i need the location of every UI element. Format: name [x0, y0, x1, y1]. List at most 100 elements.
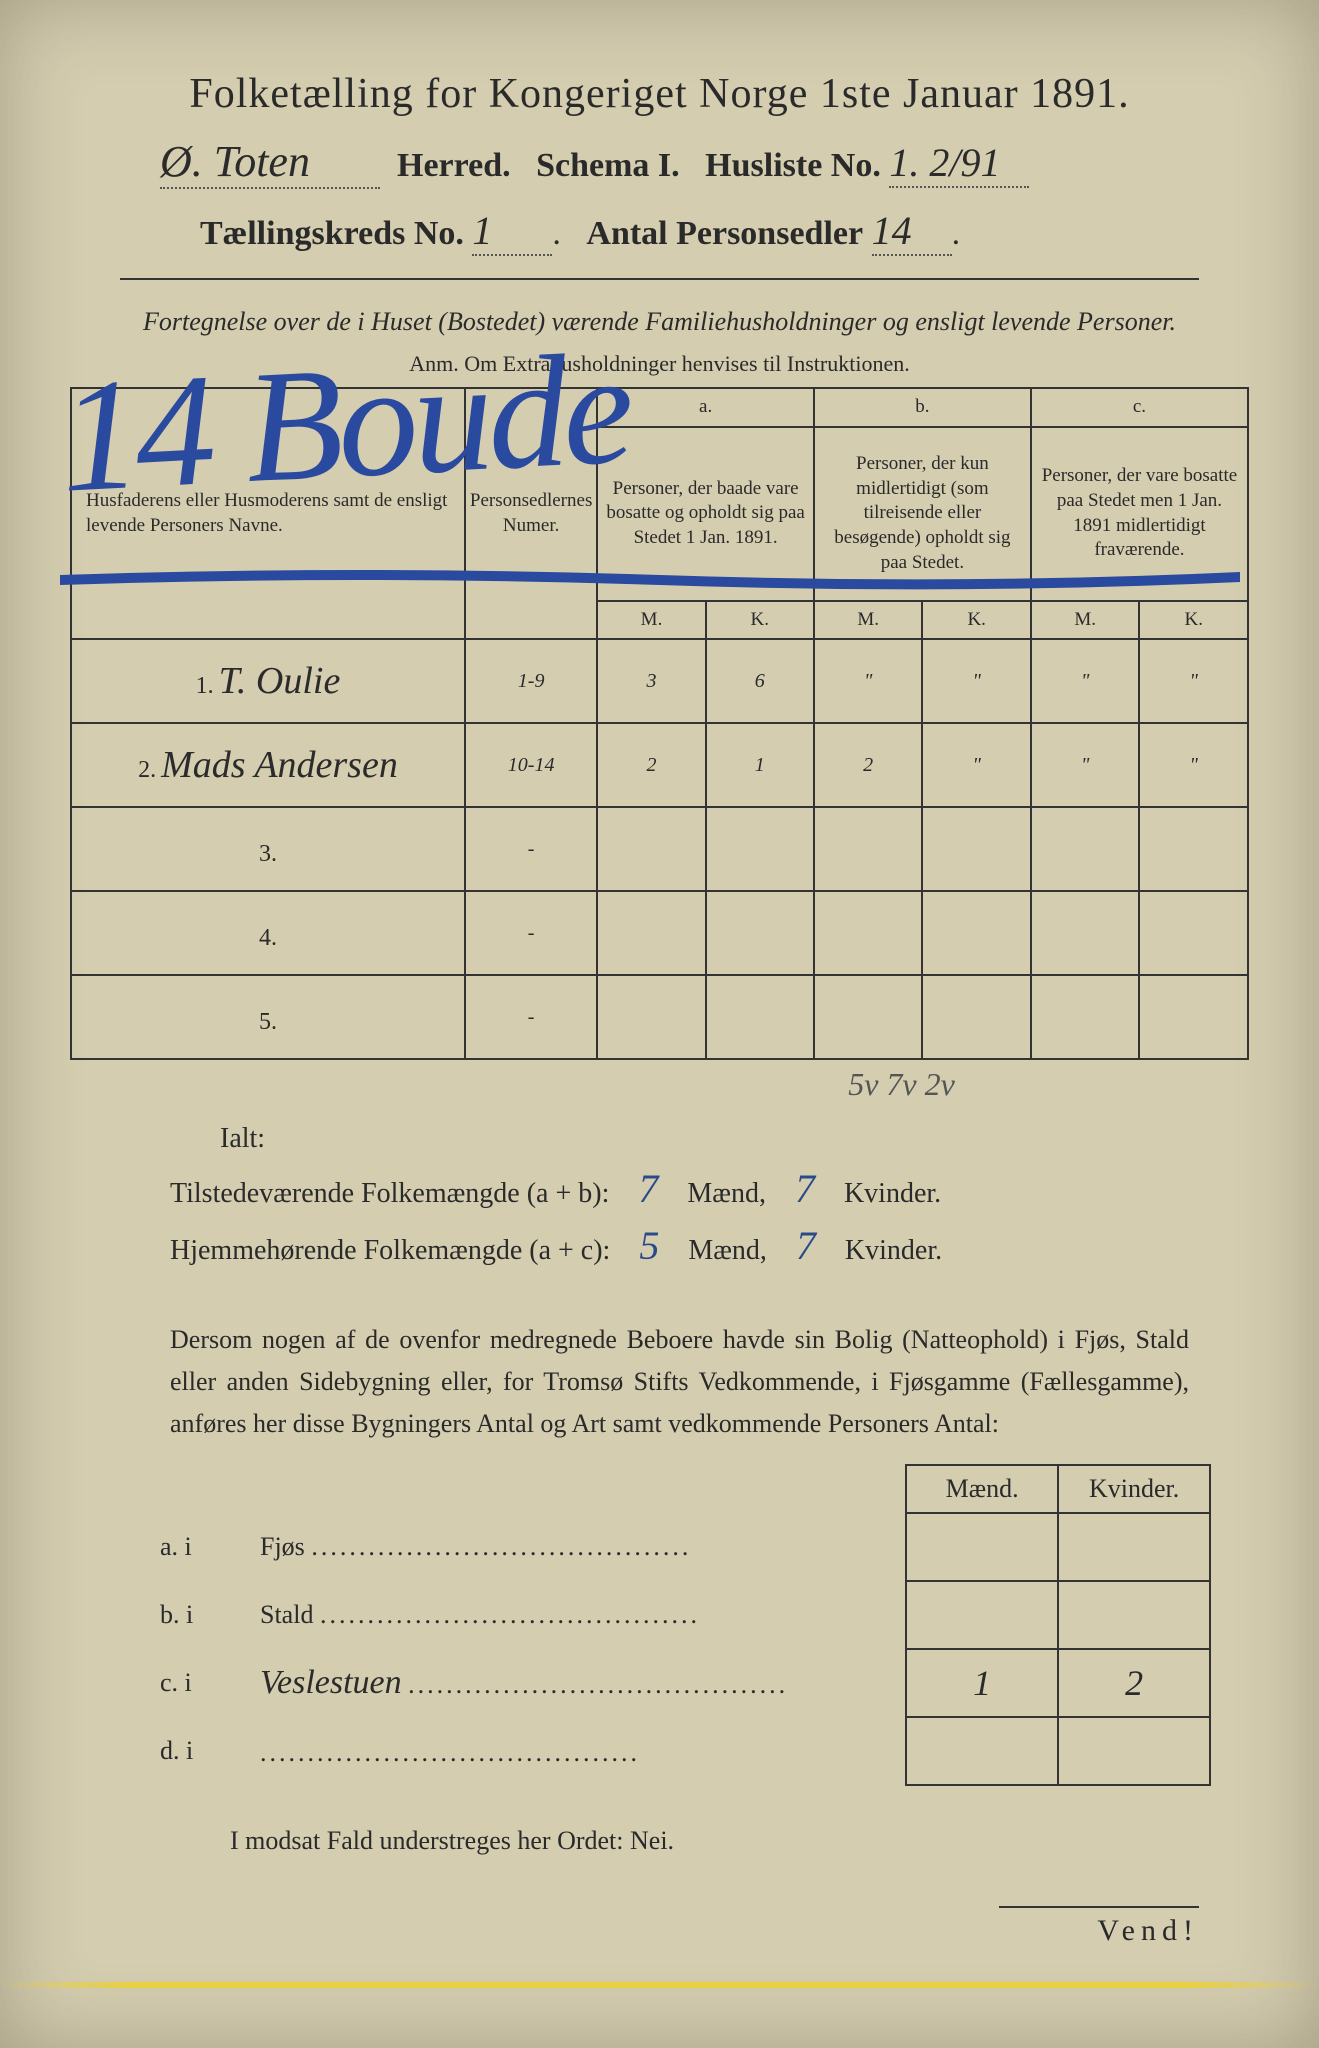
row-num: - [465, 807, 597, 891]
header-line-2: Ø. Toten Herred. Schema I. Husliste No. … [110, 136, 1249, 189]
divider [120, 278, 1199, 280]
row-name-cell: 1. T. Oulie [71, 639, 465, 723]
row-bm [814, 891, 923, 975]
husliste-label: Husliste No. [705, 147, 881, 184]
table-row: 5. - [71, 975, 1248, 1059]
bldg-row: a. iFjøs ...............................… [150, 1513, 1210, 1581]
th-c: Personer, der vare bosatte paa Stedet me… [1031, 427, 1248, 601]
row-name-cell: 3. [71, 807, 465, 891]
row-bk [922, 975, 1030, 1059]
ac-m: 5 [624, 1222, 674, 1269]
th-a-label: a. [597, 388, 814, 427]
row-ak: 1 [706, 723, 814, 807]
building-paragraph: Dersom nogen af de ovenfor medregnede Be… [170, 1319, 1189, 1444]
vend-label: Vend! [999, 1906, 1199, 1948]
bldg-type: Veslestuen .............................… [250, 1649, 906, 1717]
th-b: Personer, der kun midlertidigt (som tilr… [814, 427, 1031, 601]
row-ck: " [1139, 639, 1248, 723]
row-ak [706, 891, 814, 975]
row-am: 3 [597, 639, 705, 723]
schema-label: Schema I. [536, 147, 680, 184]
th-cm: M. [1031, 601, 1140, 640]
bldg-letter: a. i [150, 1513, 250, 1581]
modsat-text: I modsat Fald understreges her Ordet: Ne… [230, 1826, 1249, 1856]
row-bm: 2 [814, 723, 923, 807]
bldg-m: 1 [906, 1649, 1058, 1717]
row-bm [814, 975, 923, 1059]
row-bk: " [922, 723, 1030, 807]
th-bm: M. [814, 601, 923, 640]
bldg-row: d. i ...................................… [150, 1717, 1210, 1785]
antal-handwritten: 14 [872, 207, 952, 256]
th-am: M. [597, 601, 705, 640]
row-num: - [465, 975, 597, 1059]
bldg-letter: d. i [150, 1717, 250, 1785]
row-cm [1031, 891, 1140, 975]
th-ak: K. [706, 601, 814, 640]
herred-label: Herred. [397, 147, 511, 184]
th-name: Husfaderens eller Husmoderens samt de en… [71, 388, 465, 639]
herred-handwritten: Ø. Toten [160, 136, 380, 189]
row-cm: " [1031, 723, 1140, 807]
row-num: - [465, 891, 597, 975]
bldg-m [906, 1513, 1058, 1581]
sum-ab: Tilstedeværende Folkemængde (a + b): 7 M… [170, 1165, 1249, 1212]
table-row: 1. T. Oulie1-936"""" [71, 639, 1248, 723]
row-am: 2 [597, 723, 705, 807]
ac-k: 7 [781, 1222, 831, 1269]
bldg-row: c. iVeslestuen .........................… [150, 1649, 1210, 1717]
header-line-3: Tællingskreds No. 1. Antal Personsedler … [110, 207, 1249, 256]
binding-string [0, 1982, 1319, 1988]
bldg-k [1058, 1717, 1210, 1785]
row-am [597, 975, 705, 1059]
row-ak [706, 807, 814, 891]
instruction-text: Fortegnelse over de i Huset (Bostedet) v… [130, 302, 1189, 341]
row-ak: 6 [706, 639, 814, 723]
husliste-handwritten: 1. 2/91 [889, 139, 1029, 188]
ialt-label: Ialt: [220, 1123, 1249, 1155]
bldg-m [906, 1581, 1058, 1649]
row-name-cell: 4. [71, 891, 465, 975]
table-row: 4. - [71, 891, 1248, 975]
building-table: Mænd. Kvinder. a. iFjøs ................… [150, 1464, 1211, 1786]
ab-m: 7 [623, 1165, 673, 1212]
row-cm [1031, 975, 1140, 1059]
row-ak [706, 975, 814, 1059]
bldg-row: b. iStald ..............................… [150, 1581, 1210, 1649]
anm-text: Anm. Om Extrahusholdninger henvises til … [70, 351, 1249, 377]
bldg-letter: c. i [150, 1649, 250, 1717]
th-bk: K. [922, 601, 1030, 640]
bldg-k: 2 [1058, 1649, 1210, 1717]
row-num: 1-9 [465, 639, 597, 723]
row-name-cell: 5. [71, 975, 465, 1059]
bldg-type: ........................................ [250, 1717, 906, 1785]
bldg-hdr-m: Mænd. [906, 1465, 1058, 1513]
bldg-hdr-k: Kvinder. [1058, 1465, 1210, 1513]
row-cm [1031, 807, 1140, 891]
bldg-k [1058, 1513, 1210, 1581]
column-totals: 5v 7v 2v [70, 1066, 1249, 1103]
row-ck [1139, 975, 1248, 1059]
row-ck: " [1139, 723, 1248, 807]
ab-k: 7 [780, 1165, 830, 1212]
bldg-letter: b. i [150, 1581, 250, 1649]
th-num: Personsedlernes Numer. [465, 388, 597, 639]
row-ck [1139, 807, 1248, 891]
main-table: Husfaderens eller Husmoderens samt de en… [70, 387, 1249, 1060]
sum-ac: Hjemmehørende Folkemængde (a + c): 5 Mæn… [170, 1222, 1249, 1269]
row-bk [922, 891, 1030, 975]
th-a: Personer, der baade vare bosatte og opho… [597, 427, 814, 601]
row-bm: " [814, 639, 923, 723]
kreds-handwritten: 1 [472, 207, 552, 256]
row-num: 10-14 [465, 723, 597, 807]
bldg-type: Fjøs ...................................… [250, 1513, 906, 1581]
row-cm: " [1031, 639, 1140, 723]
row-bk: " [922, 639, 1030, 723]
kreds-label: Tællingskreds No. [200, 215, 464, 252]
bldg-k [1058, 1581, 1210, 1649]
bldg-type: Stald ..................................… [250, 1581, 906, 1649]
row-ck [1139, 891, 1248, 975]
bldg-m [906, 1717, 1058, 1785]
th-ck: K. [1139, 601, 1248, 640]
row-bm [814, 807, 923, 891]
